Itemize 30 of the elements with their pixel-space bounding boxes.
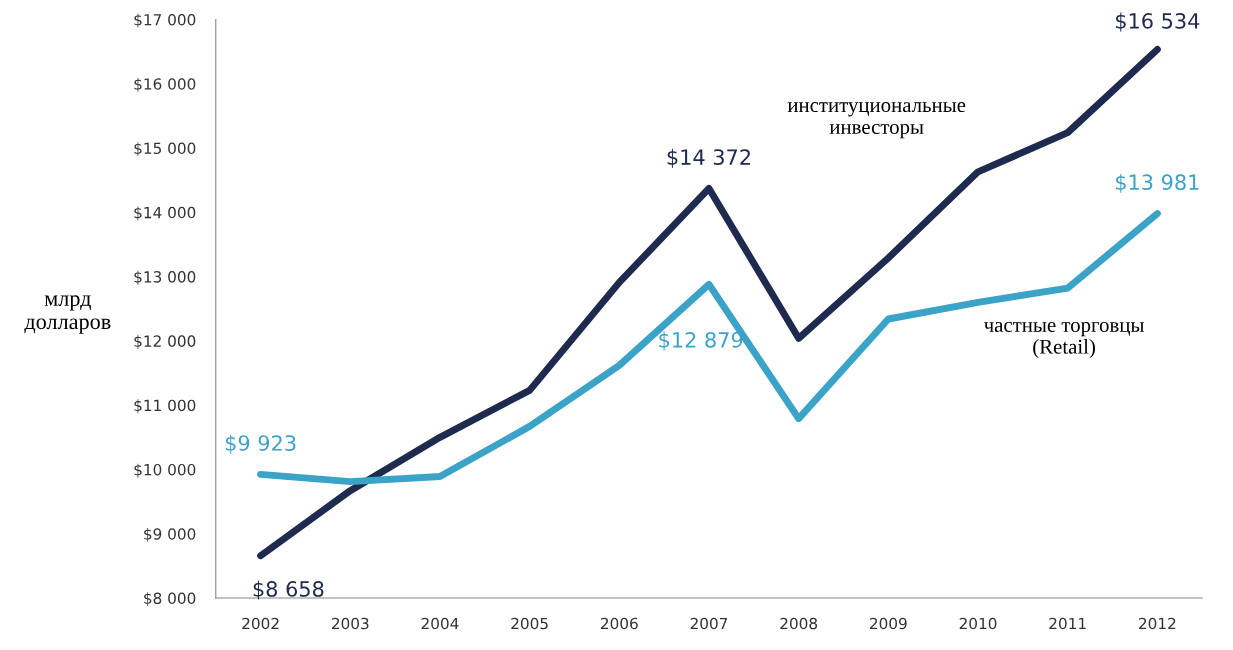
x-tick-label: 2007 <box>690 617 728 630</box>
y-tick-label: $14 000 <box>134 206 196 221</box>
x-tick-label: 2012 <box>1139 617 1176 630</box>
x-tick-label: 2002 <box>242 617 279 630</box>
y-tick-label: $17 000 <box>134 13 196 28</box>
x-tick-label: 2009 <box>870 617 907 630</box>
y-tick-label: $15 000 <box>134 142 196 157</box>
series-label: частные торговцы (Retail) <box>984 321 1144 359</box>
y-tick-label: $9 000 <box>144 527 196 542</box>
y-tick-label: $16 000 <box>134 77 196 92</box>
data-label: $12 879 <box>659 331 743 351</box>
x-tick-label: 2004 <box>421 617 459 630</box>
y-tick-label: $8 000 <box>144 592 196 607</box>
data-label: $8 658 <box>253 580 324 600</box>
y-tick-label: $13 000 <box>134 270 196 285</box>
y-axis-title: млрд долларов <box>24 295 111 334</box>
y-tick-label: $10 000 <box>134 463 196 478</box>
data-label: $16 534 <box>1115 12 1200 32</box>
y-tick-label: $11 000 <box>134 399 196 414</box>
data-label: $14 372 <box>667 148 750 168</box>
x-tick-label: 2003 <box>331 617 369 630</box>
data-label: $13 981 <box>1115 173 1199 193</box>
x-tick-label: 2005 <box>511 617 548 630</box>
x-tick-label: 2006 <box>600 617 638 630</box>
y-tick-label: $12 000 <box>134 335 196 349</box>
x-tick-label: 2010 <box>959 617 997 630</box>
x-tick-label: 2011 <box>1049 617 1086 630</box>
series-label: институциональные инвесторы <box>787 102 966 139</box>
data-label: $9 923 <box>225 434 296 454</box>
x-tick-label: 2008 <box>780 617 818 630</box>
